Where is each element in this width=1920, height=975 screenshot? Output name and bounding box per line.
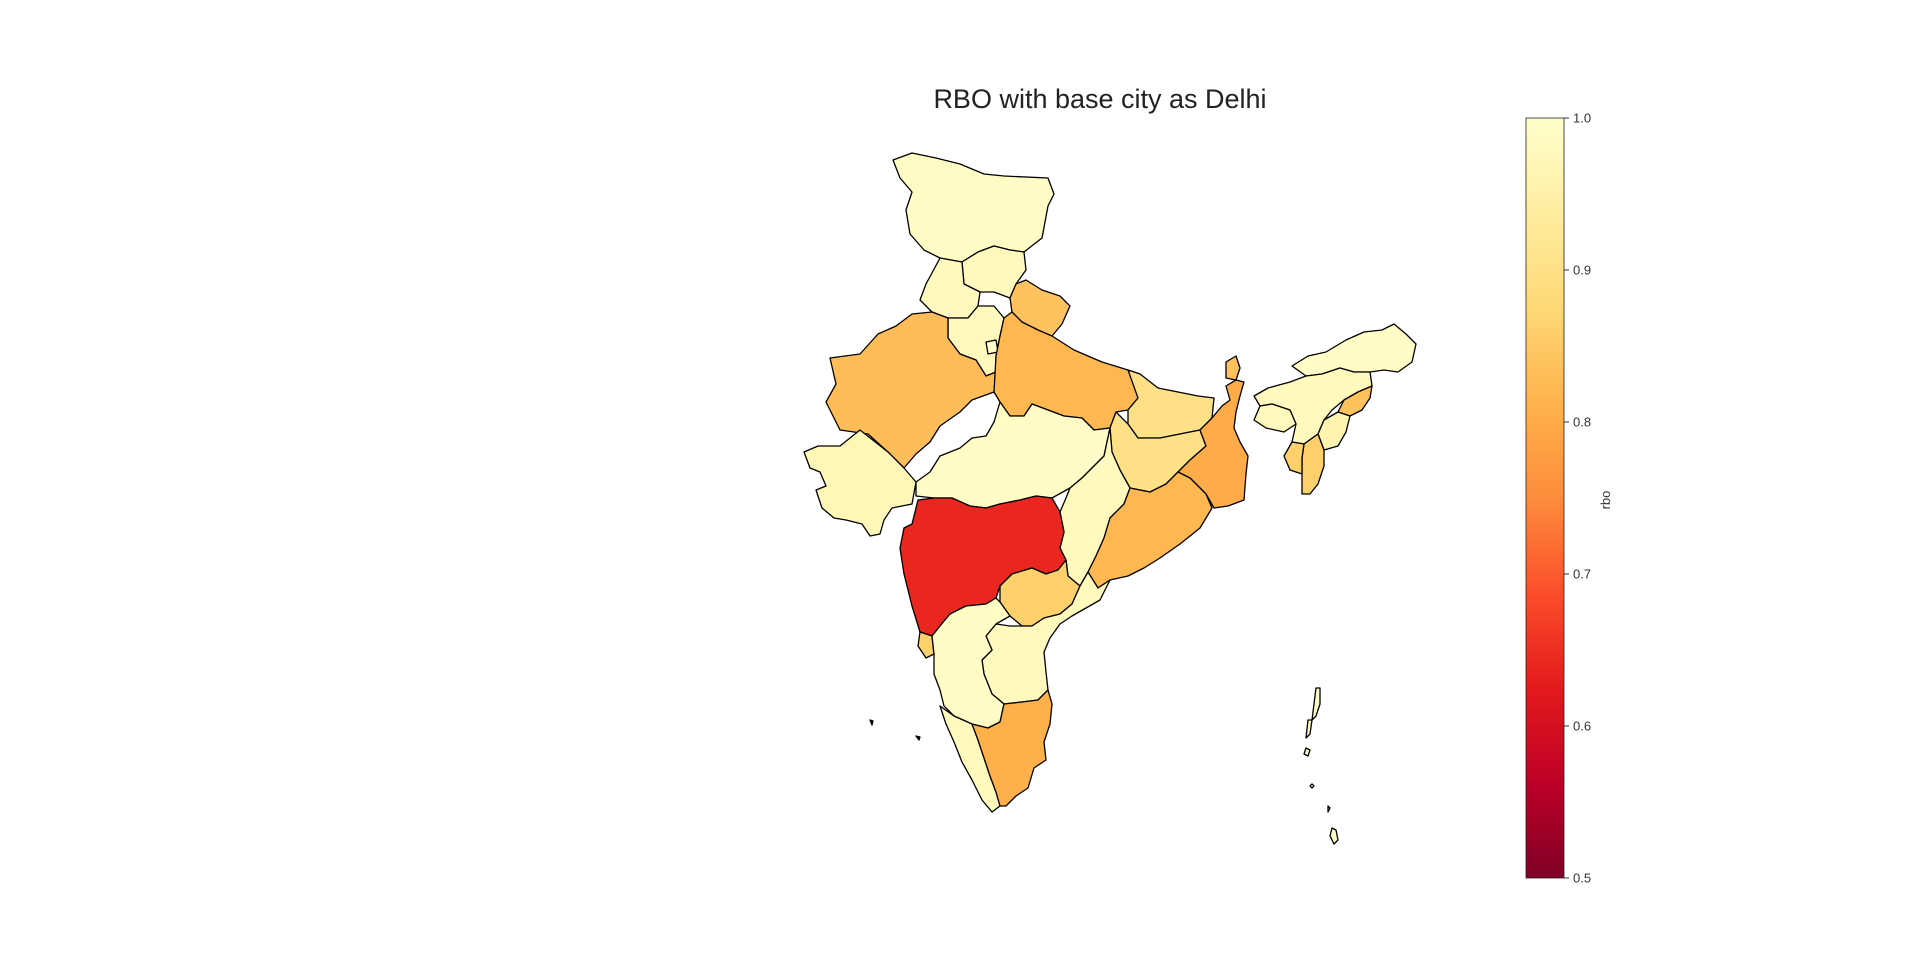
- region-odisha: [1087, 471, 1213, 589]
- colorbar-tick-label: 0.6: [1573, 719, 1591, 734]
- map-title: RBO with base city as Delhi: [933, 84, 1267, 114]
- colorbar-tick-label: 0.8: [1573, 415, 1591, 430]
- region-arunachal-pradesh: [1291, 323, 1417, 377]
- region-andaman-nicobar-6: [1329, 827, 1339, 845]
- region-andaman-nicobar-4: [1309, 783, 1315, 789]
- colorbar-tick-label: 1.0: [1573, 111, 1591, 126]
- region-bihar: [1127, 369, 1215, 439]
- colorbar-tick-label: 0.5: [1573, 871, 1591, 886]
- region-sikkim: [1225, 355, 1241, 381]
- region-meghalaya: [1253, 403, 1297, 433]
- region-tamil-nadu: [971, 689, 1053, 807]
- region-andaman-nicobar-1: [1311, 687, 1321, 721]
- colorbar-ticks: 1.0 0.9 0.8 0.7 0.6 0.5: [1564, 111, 1591, 886]
- region-lakshadweep-1: [869, 719, 874, 726]
- colorbar-gradient: [1525, 117, 1565, 879]
- region-goa: [917, 631, 935, 659]
- region-karnataka: [931, 597, 1011, 729]
- region-gujarat: [803, 429, 917, 537]
- region-andaman-nicobar-2: [1305, 719, 1313, 739]
- colorbar-tick-label: 0.7: [1573, 567, 1591, 582]
- colorbar-label: rbo: [1598, 491, 1613, 510]
- region-mizoram: [1301, 433, 1325, 495]
- region-andaman-nicobar-5: [1327, 805, 1331, 813]
- region-lakshadweep-2: [915, 735, 921, 741]
- region-andaman-nicobar-3: [1303, 747, 1311, 757]
- region-tripura: [1283, 441, 1305, 475]
- colorbar: 1.0 0.9 0.8 0.7 0.6 0.5 rbo: [1525, 111, 1613, 886]
- colorbar-tick-label: 0.9: [1573, 263, 1591, 278]
- region-uttar-pradesh: [993, 311, 1141, 431]
- region-jammu-kashmir: [892, 152, 1055, 263]
- region-manipur: [1317, 411, 1351, 451]
